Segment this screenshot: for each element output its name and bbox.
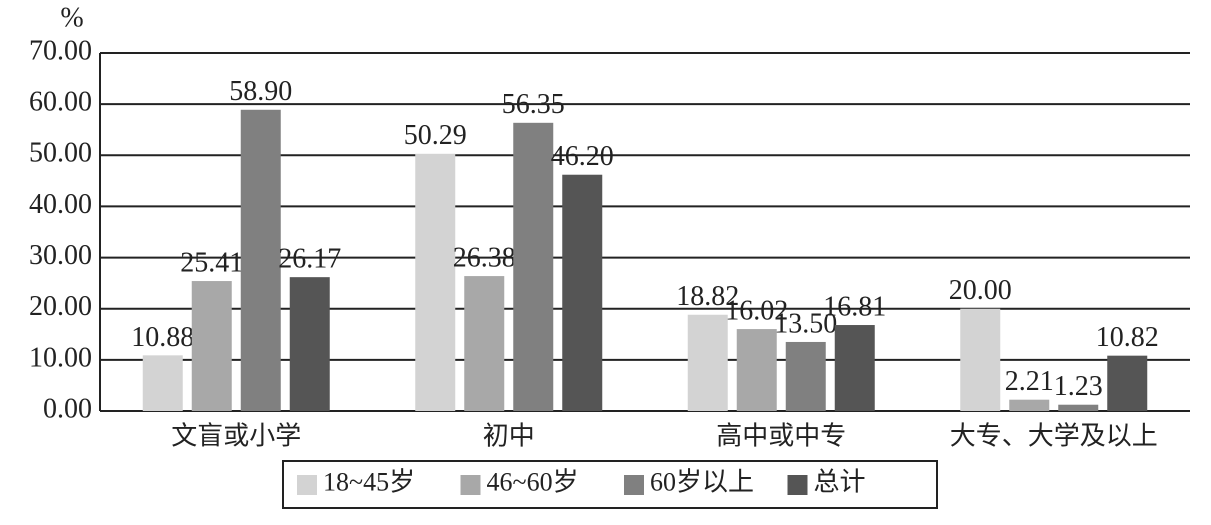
y-tick-label: 0.00 <box>43 393 92 424</box>
legend-swatch <box>624 475 644 495</box>
bar <box>191 281 232 411</box>
y-tick-label: 10.00 <box>29 342 92 373</box>
legend-label: 60岁以上 <box>650 467 754 496</box>
value-label: 10.82 <box>1096 322 1159 353</box>
value-label: 50.29 <box>404 120 467 151</box>
y-tick-label: 20.00 <box>29 291 92 322</box>
bar <box>289 277 330 411</box>
value-label: 10.88 <box>131 322 194 353</box>
legend-swatch <box>787 475 808 495</box>
bar <box>513 122 554 411</box>
bar <box>415 153 456 412</box>
value-label: 56.35 <box>502 89 565 120</box>
value-label: 58.90 <box>229 76 292 107</box>
bar <box>736 329 777 411</box>
value-label: 26.38 <box>453 243 516 274</box>
value-label: 18.82 <box>676 281 739 312</box>
y-tick-label: 70.00 <box>29 35 92 66</box>
legend-swatch <box>297 475 317 495</box>
x-tick-label: 高中或中专 <box>716 422 846 452</box>
value-label: 46.20 <box>551 141 614 172</box>
x-tick-label: 大专、大学及以上 <box>950 422 1158 452</box>
bar <box>1009 399 1050 411</box>
bar <box>240 109 281 412</box>
x-tick-label: 文盲或小学 <box>171 422 301 452</box>
bar <box>142 355 183 411</box>
legend-box <box>282 460 938 509</box>
value-label: 26.17 <box>278 244 341 275</box>
bar <box>1107 355 1148 411</box>
legend-label: 总计 <box>814 467 866 496</box>
y-axis-label: % <box>60 2 83 33</box>
bar <box>960 308 1001 411</box>
bar <box>1058 404 1099 411</box>
bar <box>785 341 826 411</box>
y-tick-label: 50.00 <box>29 138 92 169</box>
legend-label: 46~60岁 <box>487 467 579 496</box>
value-label: 20.00 <box>949 275 1012 306</box>
value-label: 2.21 <box>1005 366 1054 397</box>
value-label: 13.50 <box>774 308 837 339</box>
x-tick-label: 初中 <box>483 422 535 452</box>
bar <box>687 314 728 411</box>
legend-swatch <box>460 475 481 495</box>
value-label: 16.81 <box>823 291 886 322</box>
value-label: 16.02 <box>725 295 788 326</box>
value-label: 25.41 <box>180 247 243 278</box>
y-tick-label: 60.00 <box>29 87 92 118</box>
y-tick-label: 40.00 <box>29 189 92 220</box>
value-label: 1.23 <box>1054 371 1103 402</box>
bar <box>834 325 875 411</box>
legend-label: 18~45岁 <box>323 467 415 496</box>
bar <box>562 174 603 411</box>
bar <box>464 276 505 411</box>
y-tick-label: 30.00 <box>29 240 92 271</box>
